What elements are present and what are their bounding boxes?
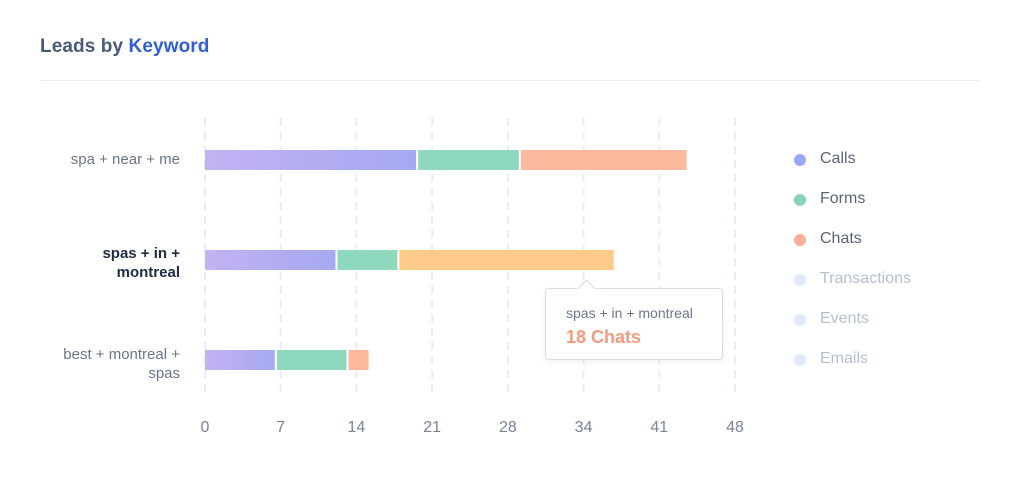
legend-label: Transactions	[820, 270, 911, 287]
legend-item-transactions[interactable]: Transactions	[794, 268, 954, 292]
x-tick-label: 7	[276, 419, 285, 436]
bar-forms-0	[418, 150, 519, 170]
x-tick-label: 21	[423, 419, 441, 436]
legend-dot-icon	[794, 234, 806, 246]
bar-calls-1	[205, 250, 336, 270]
x-tick-label: 14	[348, 419, 366, 436]
chart-title-accent[interactable]: Keyword	[128, 36, 210, 57]
legend-item-emails[interactable]: Emails	[794, 348, 954, 372]
y-label-spa-near-me: spa + near + me	[70, 151, 180, 168]
legend-label: Chats	[820, 230, 862, 247]
legend-item-events[interactable]: Events	[794, 308, 954, 332]
tooltip-value: 18 Chats	[566, 327, 642, 347]
y-label-best-montreal-spas: best + montreal + spas	[63, 346, 180, 382]
y-label-spas-in-montreal: spas + in + montreal	[102, 245, 180, 281]
legend-item-forms[interactable]: Forms	[794, 188, 954, 212]
legend-dot-icon	[794, 154, 806, 166]
legend-dot-icon	[794, 354, 806, 366]
x-tick-label: 0	[201, 419, 210, 436]
bar-forms-2	[276, 350, 347, 370]
bar-chats-1	[399, 250, 614, 270]
chart-title: Leads by Keyword	[40, 36, 210, 58]
bar-calls-0	[205, 150, 417, 170]
tooltip-label: spas + in + montreal	[566, 305, 693, 321]
legend-item-calls[interactable]: Calls	[794, 148, 954, 172]
legend-label: Emails	[820, 350, 869, 367]
bar-calls-2	[205, 350, 275, 370]
x-tick-label: 28	[499, 419, 517, 436]
legend-label: Forms	[820, 190, 866, 207]
legend-item-chats[interactable]: Chats	[794, 228, 954, 252]
x-tick-label: 48	[726, 419, 744, 436]
x-tick-label: 41	[650, 419, 668, 436]
chart-title-prefix: Leads by	[40, 36, 129, 57]
bar-chats-2	[348, 350, 369, 370]
bar-forms-1	[337, 250, 398, 270]
legend-dot-icon	[794, 194, 806, 206]
legend-label: Events	[820, 310, 869, 327]
legend-label: Calls	[820, 150, 856, 167]
bar-chats-0	[520, 150, 687, 170]
title-divider	[40, 80, 980, 81]
chart-tooltip: spas + in + montreal 18 Chats	[545, 279, 723, 360]
x-tick-label: 34	[575, 419, 593, 436]
legend-dot-icon	[794, 314, 806, 326]
legend-dot-icon	[794, 274, 806, 286]
